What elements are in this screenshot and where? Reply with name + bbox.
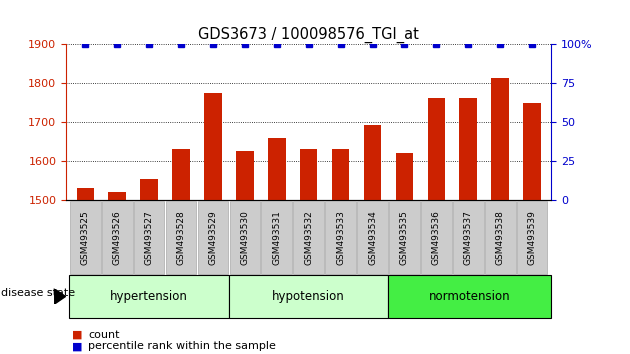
Bar bbox=[204, 93, 222, 200]
Text: GSM493539: GSM493539 bbox=[527, 210, 537, 265]
Text: GSM493527: GSM493527 bbox=[145, 210, 154, 264]
Text: percentile rank within the sample: percentile rank within the sample bbox=[88, 341, 276, 351]
Title: GDS3673 / 100098576_TGI_at: GDS3673 / 100098576_TGI_at bbox=[198, 27, 419, 43]
Bar bbox=[459, 98, 477, 200]
Bar bbox=[332, 149, 350, 200]
Text: GSM493529: GSM493529 bbox=[209, 210, 217, 264]
FancyBboxPatch shape bbox=[421, 201, 452, 274]
Text: GSM493537: GSM493537 bbox=[464, 210, 472, 265]
Text: GSM493530: GSM493530 bbox=[241, 210, 249, 265]
Bar bbox=[300, 149, 318, 200]
Text: hypertension: hypertension bbox=[110, 290, 188, 303]
Bar bbox=[491, 78, 509, 200]
Text: GSM493534: GSM493534 bbox=[368, 210, 377, 264]
FancyBboxPatch shape bbox=[294, 201, 324, 274]
Bar bbox=[428, 98, 445, 200]
Text: ■: ■ bbox=[72, 341, 83, 351]
FancyBboxPatch shape bbox=[134, 201, 164, 274]
FancyBboxPatch shape bbox=[389, 275, 551, 318]
Text: GSM493528: GSM493528 bbox=[176, 210, 186, 264]
FancyBboxPatch shape bbox=[389, 201, 420, 274]
Bar bbox=[268, 138, 285, 200]
FancyBboxPatch shape bbox=[166, 201, 197, 274]
FancyBboxPatch shape bbox=[357, 201, 388, 274]
FancyBboxPatch shape bbox=[198, 201, 228, 274]
Text: normotension: normotension bbox=[429, 290, 511, 303]
Text: GSM493535: GSM493535 bbox=[400, 210, 409, 265]
Bar bbox=[76, 188, 94, 200]
FancyBboxPatch shape bbox=[70, 201, 101, 274]
Bar bbox=[140, 178, 158, 200]
Bar bbox=[236, 152, 254, 200]
FancyBboxPatch shape bbox=[325, 201, 356, 274]
Bar bbox=[524, 103, 541, 200]
FancyBboxPatch shape bbox=[453, 201, 484, 274]
Bar bbox=[364, 125, 381, 200]
FancyBboxPatch shape bbox=[229, 201, 260, 274]
Text: disease state: disease state bbox=[1, 288, 76, 298]
Bar bbox=[172, 149, 190, 200]
FancyBboxPatch shape bbox=[69, 275, 229, 318]
Polygon shape bbox=[54, 289, 66, 304]
FancyBboxPatch shape bbox=[517, 201, 547, 274]
Text: hypotension: hypotension bbox=[272, 290, 345, 303]
FancyBboxPatch shape bbox=[485, 201, 515, 274]
FancyBboxPatch shape bbox=[261, 201, 292, 274]
Text: count: count bbox=[88, 330, 120, 339]
Text: GSM493538: GSM493538 bbox=[496, 210, 505, 265]
Text: ■: ■ bbox=[72, 330, 83, 339]
Bar bbox=[396, 153, 413, 200]
FancyBboxPatch shape bbox=[229, 275, 389, 318]
FancyBboxPatch shape bbox=[102, 201, 132, 274]
Text: GSM493525: GSM493525 bbox=[81, 210, 90, 264]
Text: GSM493532: GSM493532 bbox=[304, 210, 313, 264]
Text: GSM493533: GSM493533 bbox=[336, 210, 345, 265]
Text: GSM493531: GSM493531 bbox=[272, 210, 281, 265]
Bar bbox=[108, 192, 126, 200]
Text: GSM493526: GSM493526 bbox=[113, 210, 122, 264]
Text: GSM493536: GSM493536 bbox=[432, 210, 441, 265]
